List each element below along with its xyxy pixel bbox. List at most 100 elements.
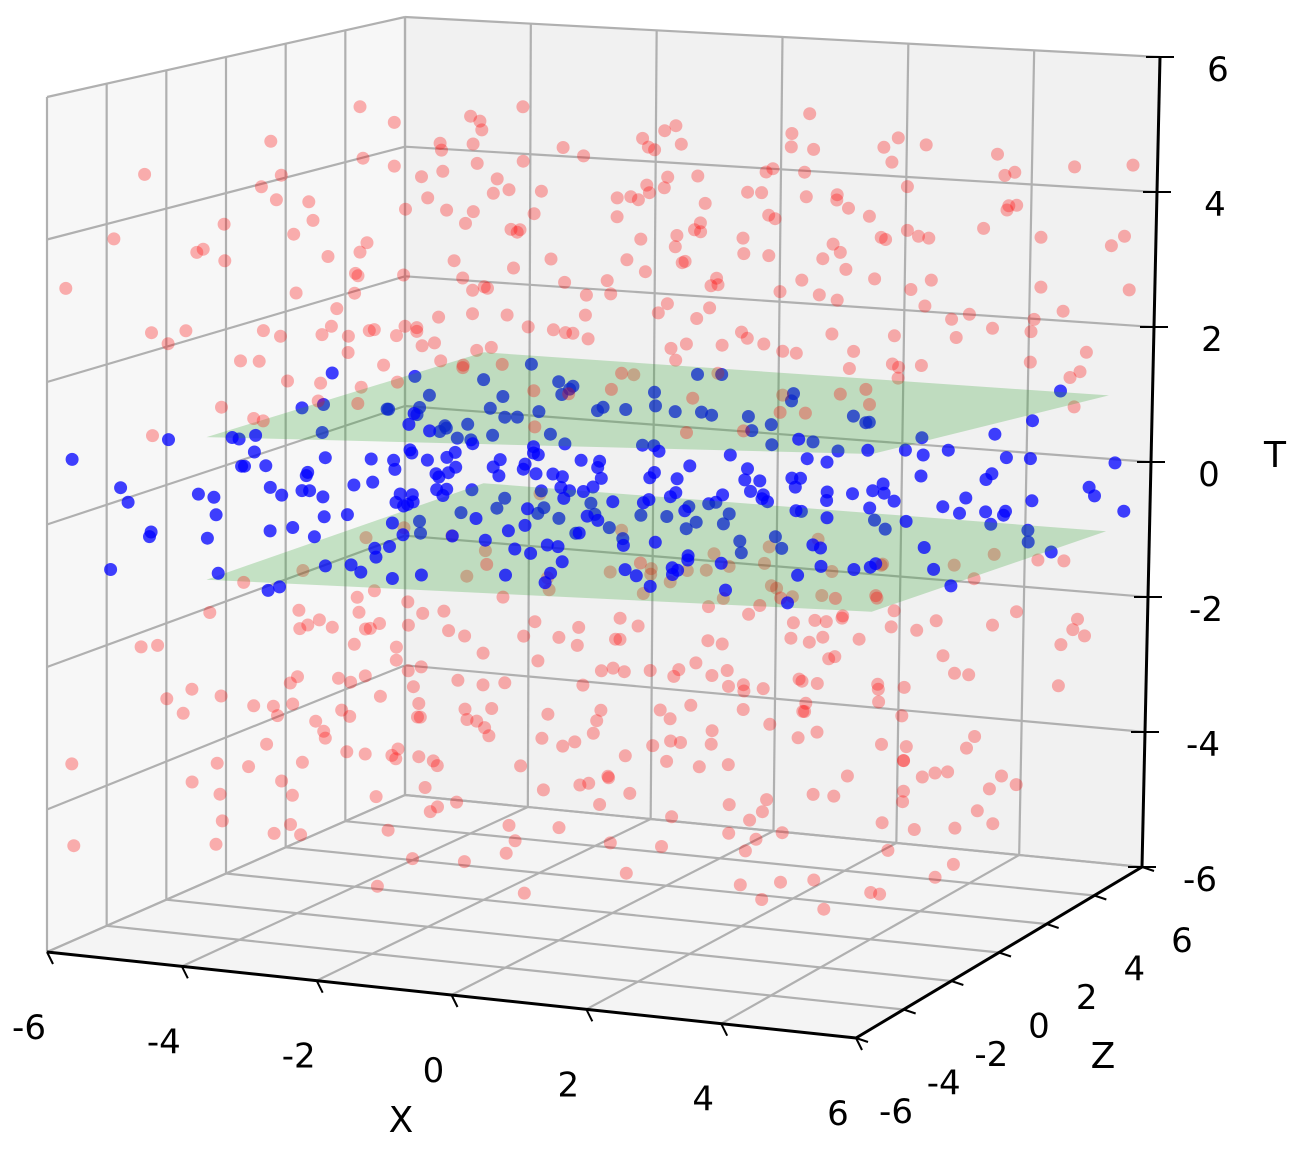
data-point (651, 306, 665, 320)
data-point (256, 324, 270, 338)
data-point (799, 190, 813, 204)
data-point (121, 495, 135, 509)
data-point (817, 902, 831, 916)
x-tick-label: 6 (827, 1094, 849, 1134)
data-point (203, 606, 217, 619)
data-point (502, 818, 516, 832)
left-gridline (46, 793, 406, 954)
data-point (674, 137, 688, 151)
data-point (429, 467, 443, 481)
x-tick (180, 965, 189, 979)
data-point (387, 159, 401, 173)
data-point (389, 495, 403, 509)
data-point (484, 340, 498, 354)
data-point (176, 706, 190, 720)
data-point (874, 230, 888, 244)
data-point (514, 759, 528, 773)
data-point (358, 747, 372, 761)
data-point (398, 319, 412, 333)
data-point (916, 448, 930, 462)
data-point (1104, 239, 1118, 253)
data-point (321, 250, 335, 263)
data-point (799, 696, 813, 710)
data-point (576, 678, 590, 692)
data-point (825, 327, 839, 341)
data-point (714, 556, 728, 570)
data-point (552, 375, 566, 389)
data-point (1024, 325, 1038, 339)
data-point (1025, 494, 1039, 508)
back-gridline (404, 664, 1146, 734)
data-point (765, 438, 779, 452)
data-point (464, 109, 478, 123)
data-point (531, 654, 545, 668)
data-point (794, 471, 807, 485)
x-tick-label: -4 (147, 1022, 181, 1062)
data-point (670, 472, 684, 486)
data-point (762, 208, 776, 222)
data-point (984, 517, 998, 531)
data-point (998, 168, 1012, 182)
data-point (362, 324, 376, 338)
data-point (364, 452, 378, 466)
data-point (330, 302, 344, 316)
data-point (792, 432, 806, 446)
data-point (895, 709, 909, 723)
data-point (354, 565, 368, 579)
data-point (465, 483, 479, 497)
back-gridline (404, 404, 1152, 464)
data-point (413, 710, 427, 724)
data-point (842, 201, 855, 215)
data-point (915, 431, 929, 445)
data-point (760, 793, 774, 807)
data-point (332, 671, 345, 685)
data-point (269, 193, 283, 207)
data-point (897, 784, 910, 798)
data-point (517, 629, 531, 643)
data-point (566, 326, 580, 340)
back-pane (405, 17, 1160, 867)
data-point (784, 631, 798, 645)
data-point (1010, 605, 1023, 619)
data-point (422, 388, 436, 402)
data-point (344, 558, 358, 572)
data-point (466, 283, 480, 297)
data-point (501, 524, 515, 538)
data-point (263, 524, 277, 538)
data-point (999, 451, 1013, 465)
data-point (579, 288, 593, 302)
data-point (613, 632, 627, 646)
z-tick-label: 6 (1171, 921, 1193, 961)
data-point (234, 354, 247, 368)
data-point (496, 590, 510, 604)
data-point (284, 818, 297, 831)
data-point (421, 191, 435, 205)
data-point (481, 281, 494, 295)
data-point (524, 546, 538, 560)
data-point (407, 407, 421, 420)
data-point (293, 622, 307, 636)
left-gridline (46, 534, 406, 669)
data-point (504, 222, 518, 236)
floor-pane (47, 795, 1142, 1038)
data-point (516, 462, 530, 476)
data-point (580, 509, 594, 523)
data-point (686, 391, 700, 405)
data-point (423, 805, 437, 819)
t-tick-label: 6 (1207, 50, 1229, 90)
axis-panes (47, 17, 1160, 1038)
data-point (652, 444, 666, 458)
data-point (810, 725, 824, 739)
data-point (440, 203, 454, 217)
data-point (763, 717, 777, 731)
data-point (667, 669, 681, 683)
data-point (529, 467, 543, 481)
data-point (1051, 679, 1065, 693)
data-point (209, 837, 223, 851)
data-point (655, 840, 668, 853)
data-point (406, 495, 420, 509)
data-point (885, 357, 899, 371)
data-point (406, 852, 419, 866)
data-point (868, 513, 881, 527)
